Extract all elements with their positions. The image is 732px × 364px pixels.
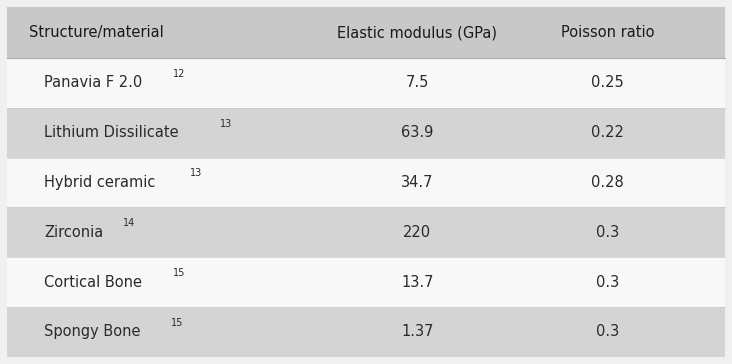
Bar bbox=[7, 7, 725, 58]
Text: 0.28: 0.28 bbox=[591, 175, 624, 190]
Text: 13: 13 bbox=[190, 169, 202, 178]
Text: 7.5: 7.5 bbox=[406, 75, 429, 90]
Bar bbox=[7, 207, 725, 257]
Bar bbox=[7, 58, 725, 108]
Text: 15: 15 bbox=[173, 268, 185, 278]
Text: 0.22: 0.22 bbox=[591, 125, 624, 140]
Text: 0.3: 0.3 bbox=[596, 225, 619, 240]
Text: 13: 13 bbox=[220, 119, 232, 129]
Text: Elastic modulus (GPa): Elastic modulus (GPa) bbox=[337, 25, 497, 40]
Text: 13.7: 13.7 bbox=[401, 274, 433, 289]
Bar bbox=[7, 307, 725, 357]
Bar bbox=[7, 257, 725, 307]
Text: 63.9: 63.9 bbox=[401, 125, 433, 140]
Text: 15: 15 bbox=[171, 318, 183, 328]
Text: 12: 12 bbox=[173, 69, 185, 79]
Text: 220: 220 bbox=[403, 225, 431, 240]
Bar bbox=[7, 158, 725, 207]
Text: Lithium Dissilicate: Lithium Dissilicate bbox=[44, 125, 179, 140]
Text: 14: 14 bbox=[122, 218, 135, 228]
Text: 0.25: 0.25 bbox=[591, 75, 624, 90]
Text: Zirconia: Zirconia bbox=[44, 225, 103, 240]
Text: 1.37: 1.37 bbox=[401, 324, 433, 339]
Text: 0.3: 0.3 bbox=[596, 324, 619, 339]
Text: 0.3: 0.3 bbox=[596, 274, 619, 289]
Text: Panavia F 2.0: Panavia F 2.0 bbox=[44, 75, 142, 90]
Text: 34.7: 34.7 bbox=[401, 175, 433, 190]
Text: Poisson ratio: Poisson ratio bbox=[561, 25, 654, 40]
Bar bbox=[7, 108, 725, 158]
Text: Spongy Bone: Spongy Bone bbox=[44, 324, 141, 339]
Text: Cortical Bone: Cortical Bone bbox=[44, 274, 142, 289]
Text: Structure/material: Structure/material bbox=[29, 25, 164, 40]
Text: Hybrid ceramic: Hybrid ceramic bbox=[44, 175, 155, 190]
